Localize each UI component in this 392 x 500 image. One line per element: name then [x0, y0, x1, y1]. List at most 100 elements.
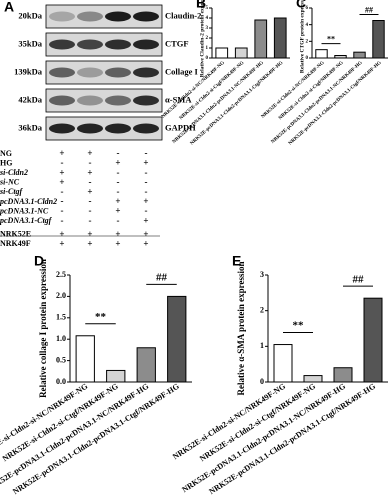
bar	[234, 47, 248, 59]
bar	[75, 335, 95, 383]
condition-label: pcDNA3.1-NC	[0, 206, 49, 215]
bar	[363, 297, 383, 383]
significance-mark: ##	[156, 272, 168, 284]
condition-sign: +	[59, 167, 64, 177]
blot-frame	[45, 116, 163, 141]
y-tick-label: 2.0	[56, 291, 66, 300]
marker-label: 139kDa	[14, 66, 43, 76]
condition-sign: +	[59, 229, 64, 239]
y-tick-label: 0	[206, 56, 209, 61]
condition-sign: -	[117, 177, 120, 187]
condition-sign: -	[117, 148, 120, 158]
blot-band	[49, 39, 75, 50]
condition-label: NRK49F	[0, 239, 31, 248]
marker-label: 36kDa	[18, 122, 42, 132]
y-tick-label: 2	[206, 36, 209, 41]
y-tick-label: 4	[206, 16, 209, 21]
panel-label: B	[196, 0, 206, 11]
condition-sign: +	[115, 229, 120, 239]
condition-sign: +	[59, 177, 64, 187]
y-axis-label: Relative CTGF protein expression	[299, 0, 305, 73]
y-axis-label: Relative collage I protein expression	[38, 259, 48, 398]
bar	[273, 344, 293, 383]
bar	[254, 19, 268, 59]
blot-band	[133, 123, 159, 134]
condition-label: si-Cldn2	[0, 168, 28, 177]
panel-label: C	[296, 0, 306, 11]
blot-frame	[45, 60, 163, 85]
condition-label: NG	[0, 149, 12, 158]
condition-sign: -	[145, 148, 148, 158]
condition-sign: +	[87, 238, 92, 248]
y-tick-label: 0.5	[56, 355, 66, 364]
y-tick-label: 4	[306, 23, 309, 28]
condition-sign: +	[143, 229, 148, 239]
condition-sign: -	[89, 206, 92, 216]
blot-band	[105, 11, 131, 22]
y-tick-label: 3	[260, 270, 264, 279]
blot-band	[77, 11, 103, 22]
panel-label: E	[232, 253, 241, 269]
blot-band	[77, 67, 103, 78]
y-tick-label: 6	[306, 6, 309, 11]
condition-sign: -	[61, 158, 64, 168]
marker-label: 20kDa	[18, 10, 42, 20]
y-tick-label: 1	[260, 341, 264, 350]
y-tick-label: 3	[206, 26, 209, 31]
condition-sign: +	[59, 148, 64, 158]
protein-label: Claudin-2	[165, 10, 201, 20]
protein-label: α-SMA	[165, 94, 192, 104]
blot-band	[49, 95, 75, 106]
protein-label: GAPDH	[165, 122, 196, 132]
bar	[167, 295, 187, 383]
bar	[273, 17, 287, 59]
significance-mark: **	[293, 320, 305, 332]
x-tick-label: NRK52E-pcDNA3.1-Cldn2-pcDNA3.1-NC/NRK49F…	[0, 382, 150, 495]
marker-label: 35kDa	[18, 38, 42, 48]
blot-frame	[45, 88, 163, 113]
blot-band	[133, 95, 159, 106]
condition-sign: -	[89, 196, 92, 206]
significance-mark: ##	[353, 273, 365, 285]
blot-band	[49, 123, 75, 134]
significance-mark: **	[95, 311, 107, 323]
bar	[334, 55, 347, 59]
condition-label: pcDNA3.1-Ctgf	[0, 216, 53, 225]
condition-sign: -	[89, 158, 92, 168]
condition-sign: -	[145, 206, 148, 216]
condition-label: NRK52E	[0, 230, 31, 239]
blot-band	[49, 11, 75, 22]
blot-band	[105, 67, 131, 78]
condition-sign: +	[87, 148, 92, 158]
condition-sign: -	[145, 186, 148, 196]
y-tick-label: 2	[260, 305, 264, 314]
condition-sign: +	[59, 238, 64, 248]
condition-sign: +	[87, 167, 92, 177]
significance-mark: **	[327, 34, 335, 43]
condition-sign: -	[117, 167, 120, 177]
condition-sign: +	[87, 186, 92, 196]
blot-band	[133, 67, 159, 78]
bar	[106, 369, 126, 383]
significance-mark: ##	[365, 5, 373, 14]
protein-label: CTGF	[165, 38, 189, 48]
y-axis-label: Relative Claudin-2 protein expression	[199, 0, 205, 77]
blot-frame	[45, 4, 163, 29]
x-tick-label: NRK52E-si-Cldn2-si-Ctgf/NRK49F-NG	[198, 382, 317, 464]
condition-sign: -	[61, 196, 64, 206]
condition-sign: +	[115, 238, 120, 248]
condition-sign: -	[61, 215, 64, 225]
y-tick-label: 1	[206, 46, 209, 51]
bar	[136, 347, 156, 383]
condition-sign: -	[89, 177, 92, 187]
condition-sign: +	[143, 196, 148, 206]
y-tick-label: 0	[306, 56, 309, 61]
blot-band	[77, 95, 103, 106]
condition-label: si-NC	[0, 178, 20, 187]
blot-frame	[45, 32, 163, 57]
y-tick-label: 0.0	[56, 377, 66, 386]
panel-label: D	[34, 253, 44, 269]
y-axis-label: Relative α-SMA protein expression	[236, 262, 246, 396]
panel-label: A	[4, 0, 14, 15]
